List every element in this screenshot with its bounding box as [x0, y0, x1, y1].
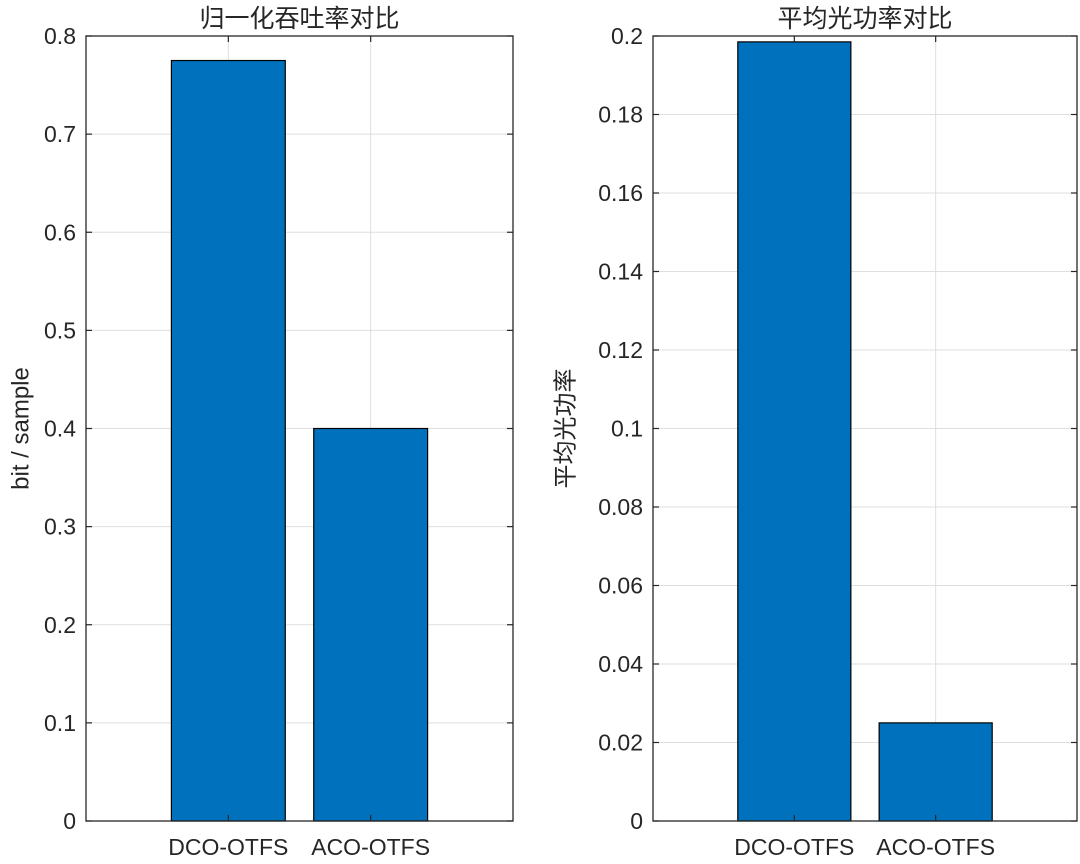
y-tick-label: 0.2 [44, 612, 76, 638]
optical-power-chart: 0 0.02 0.04 0.06 0.08 0.1 0.12 0.14 0.16 0.18 0.2 D… [552, 4, 1078, 860]
y-tick-label: 0.6 [44, 219, 76, 245]
chart-title: 归一化吞吐率对比 [199, 4, 399, 33]
y-tick-label: 0.06 [598, 573, 643, 599]
y-tick-label: 0 [63, 808, 76, 834]
y-tick-label: 0.08 [598, 494, 643, 520]
y-tick-label: 0.04 [598, 651, 643, 677]
y-tick-label: 0.14 [598, 259, 643, 285]
throughput-chart: 0 0.1 0.2 0.3 0.4 0.5 0.6 0.7 0.8 DCO-OTFS ACO-OTF… [7, 4, 514, 860]
bar-aco-otfs [313, 427, 429, 822]
y-tick-label: 0.12 [598, 337, 643, 363]
x-tick-label: DCO-OTFS [168, 834, 288, 859]
y-tick-label: 0.8 [44, 23, 76, 49]
x-tick-label: DCO-OTFS [734, 834, 854, 859]
x-tick-label: ACO-OTFS [311, 834, 430, 859]
y-tick-label: 0.5 [44, 317, 76, 343]
bar-aco-otfs [878, 722, 993, 822]
x-tick-label: ACO-OTFS [876, 834, 995, 859]
y-tick-label: 0.3 [44, 514, 76, 540]
y-tick-label: 0.16 [598, 180, 643, 206]
bar-dco-otfs [170, 59, 286, 822]
bar-dco-otfs [737, 41, 852, 822]
y-tick-label: 0.1 [44, 710, 76, 736]
chart-title: 平均光功率对比 [777, 4, 952, 33]
y-axis-label: bit / sample [7, 367, 34, 490]
y-tick-label: 0.18 [598, 102, 643, 128]
y-axis-label: 平均光功率 [552, 369, 579, 489]
y-tick-label: 0.2 [611, 23, 643, 49]
y-tick-label: 0.4 [44, 416, 76, 442]
y-tick-label: 0.02 [598, 730, 643, 756]
y-tick-label: 0 [630, 808, 643, 834]
y-tick-label: 0.7 [44, 121, 76, 147]
y-tick-label: 0.1 [611, 416, 643, 442]
